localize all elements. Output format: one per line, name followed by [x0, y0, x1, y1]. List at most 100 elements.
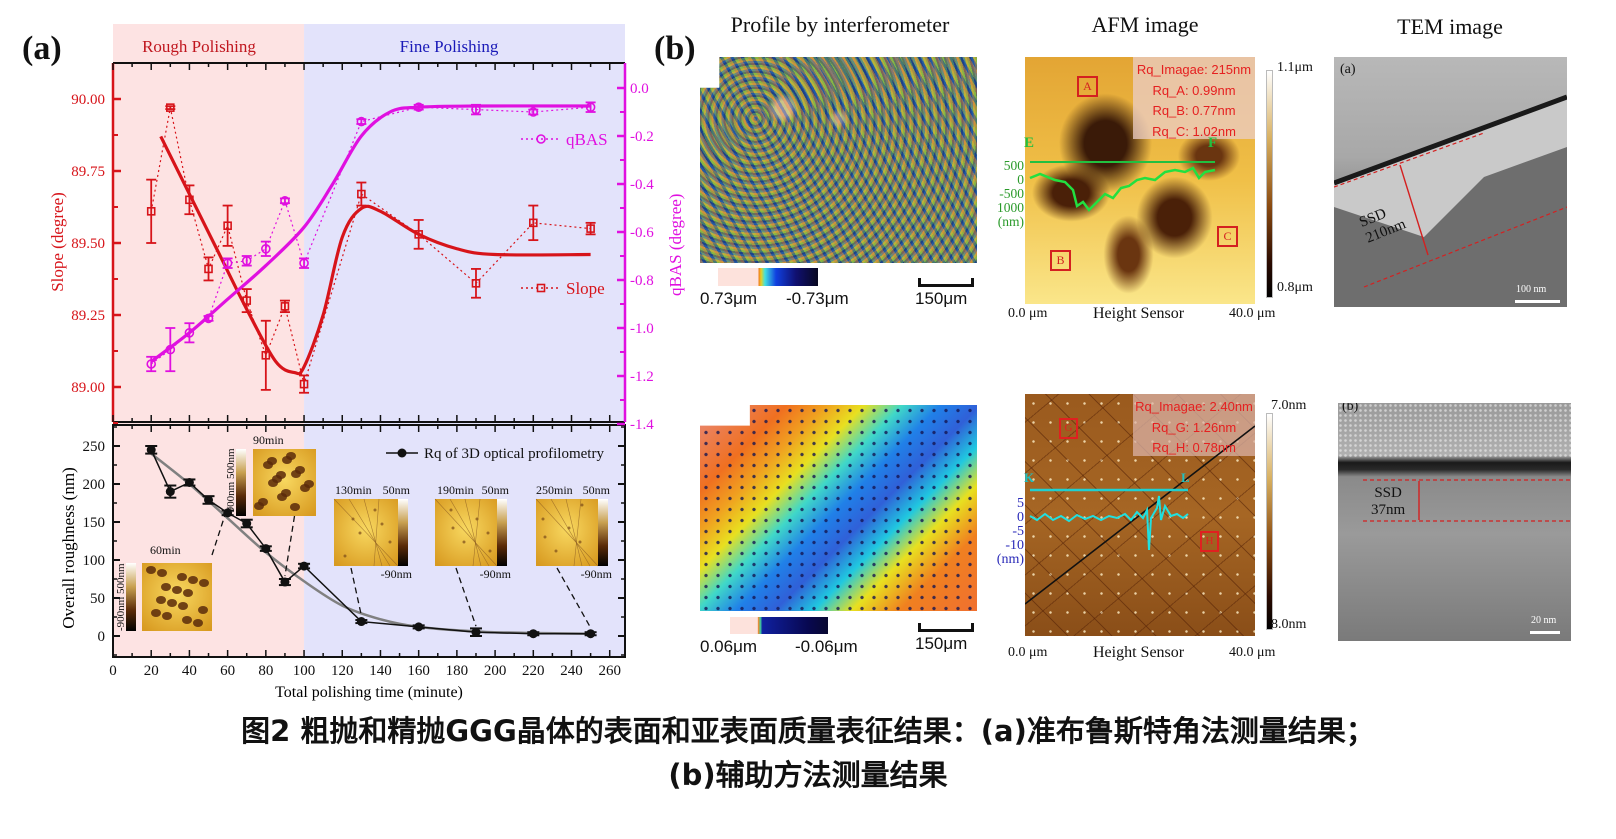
inset-feature	[449, 508, 453, 512]
qbas-tick-label: -1.0	[630, 321, 654, 337]
panel-a-chart: 0 20 40 60 80 100 120 140 160 180 200 220 240 260 89.0…	[48, 24, 654, 701]
circle-marker	[585, 102, 596, 112]
panel-b-label: (b)	[654, 30, 696, 67]
qbas-point	[203, 313, 214, 324]
square-marker	[146, 207, 156, 216]
afm-profile-tick: 0	[1017, 172, 1024, 187]
inset-scale-labels: -900nm 500nm	[225, 448, 237, 516]
afm-profile-rough	[1029, 161, 1216, 212]
qbas-tick-label: -0.8	[630, 273, 654, 289]
inset-feature	[295, 466, 305, 474]
roughness-tick-label: 150	[83, 515, 106, 531]
afm-inset-190min: 190min 50nm -90nm	[434, 483, 512, 627]
qbas-tick-label: 0.0	[630, 81, 649, 97]
inset-colorbar	[398, 499, 408, 566]
circle-marker	[299, 258, 309, 269]
inset-leader-line	[284, 515, 296, 577]
afm-profile-fine	[1029, 488, 1189, 551]
x-tick-label: 180	[446, 663, 469, 679]
inset-time-label: 250min	[536, 483, 573, 497]
tem-scale-bar-fine	[1530, 631, 1560, 634]
filled-circle-marker	[586, 629, 596, 639]
roughness-tick-label: 200	[83, 477, 106, 493]
slope-tick-label: 89.50	[71, 236, 105, 252]
filled-circle-marker	[146, 445, 156, 455]
roughness-tick-label: 50	[90, 591, 105, 607]
roughness-tick-label: 100	[83, 553, 106, 569]
afm-inset-250min: 250min 50nm -90nm	[535, 483, 613, 629]
inset-scratch	[550, 498, 591, 567]
interferometer-colorbar-fine	[730, 617, 828, 634]
inset-feature	[198, 606, 208, 614]
fit-curve-slope	[159, 135, 591, 376]
circle-marker	[222, 258, 233, 269]
afm-inset-90min: 90min -900nm 500nm	[225, 433, 316, 577]
roughness-point	[145, 445, 158, 455]
inset-feature	[343, 554, 347, 558]
inset-feature	[258, 498, 268, 506]
afm-profile-tick: 1000	[997, 200, 1024, 215]
qbas-point	[241, 255, 252, 267]
x-tick-label: 20	[144, 663, 159, 679]
inset-scale-top: 50nm	[583, 483, 611, 497]
x-tick-label: 120	[331, 663, 354, 679]
inset-colorbar	[598, 499, 608, 566]
circle-marker	[528, 107, 539, 117]
slope-point	[279, 299, 290, 314]
roughness-point	[202, 495, 215, 505]
qbas-point	[222, 257, 233, 269]
inset-feature	[380, 522, 384, 526]
series-line-slope	[150, 107, 591, 387]
legend-marker	[397, 448, 407, 458]
x-axis-title: Total polishing time (minute)	[275, 684, 463, 701]
inset-feature	[157, 569, 167, 577]
qbas-point	[165, 327, 176, 373]
inset-scratch	[363, 498, 383, 567]
afm-colorbar-top-fine: 7.0nm	[1271, 398, 1307, 413]
inset-time-label: 130min	[335, 483, 372, 497]
inset-feature	[162, 612, 172, 620]
filled-circle-marker	[471, 627, 481, 637]
qbas-point	[413, 102, 424, 112]
inset-feature	[199, 579, 209, 587]
x-tick-label: 40	[182, 663, 197, 679]
afm-profile-ticks-fine: 5 0 -5 -10 (nm)	[988, 497, 1024, 567]
inset-feature	[304, 480, 314, 488]
roughness-tick-label: 0	[98, 629, 106, 645]
inset-scratch	[333, 498, 399, 567]
filled-circle-marker	[528, 629, 538, 639]
legend-marker	[536, 283, 546, 293]
square-marker	[357, 189, 366, 199]
slope-point	[146, 178, 157, 244]
inset-feature	[388, 540, 392, 544]
qbas-point	[299, 257, 310, 269]
inset-feature	[488, 549, 492, 553]
slope-point	[299, 374, 310, 394]
afm-profile-end-f: F	[1208, 135, 1218, 151]
square-marker	[261, 351, 271, 360]
qbas-tick-label: -0.4	[630, 177, 654, 193]
inset-scratch	[472, 498, 481, 567]
inset-feature	[451, 526, 455, 530]
legend-label: qBAS	[566, 130, 608, 149]
qbas-point	[184, 322, 195, 344]
qbas-point	[260, 240, 271, 257]
tem-tag-fine: (b)	[1342, 403, 1359, 414]
slope-point	[260, 319, 271, 391]
qbas-tick-label: -0.6	[630, 225, 654, 241]
circle-marker	[280, 196, 290, 206]
afm-profile-tick: -500	[999, 186, 1024, 201]
panel-a-label: (a)	[22, 30, 62, 67]
afm-region-b: B	[1050, 250, 1071, 271]
x-tick-label: 140	[369, 663, 392, 679]
inset-scratch	[449, 498, 490, 567]
legend-item-rq: Rq of 3D optical profilometry	[386, 446, 604, 462]
column-title-tem: TEM image	[1397, 14, 1503, 39]
qbas-point	[356, 116, 367, 127]
inset-feature	[146, 566, 156, 574]
legend-item-qbas: qBAS	[521, 130, 608, 149]
inset-feature	[183, 589, 193, 597]
inset-scale-bottom: -90nm	[581, 567, 613, 581]
interferometer-image-rough	[700, 57, 977, 263]
afm-colorbar-bottom-fine: 8.0nm	[1271, 617, 1307, 632]
